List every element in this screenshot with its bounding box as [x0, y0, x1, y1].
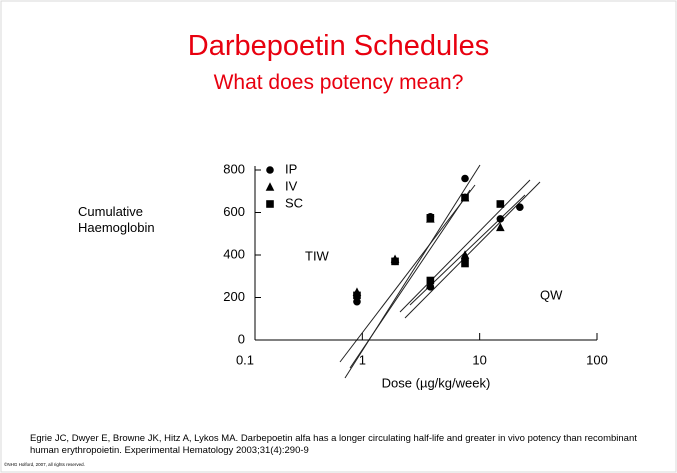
citation: Egrie JC, Dwyer E, Browne JK, Hitz A, Ly…	[30, 433, 637, 456]
legend-label: IV	[285, 178, 298, 193]
fit-lines	[339, 164, 541, 379]
y-tick-label: 800	[223, 161, 245, 176]
annotation: TIW	[305, 248, 330, 263]
point	[516, 203, 524, 211]
point	[461, 259, 469, 268]
point	[426, 214, 435, 222]
y-axis-label: Cumulative Haemoglobin	[78, 204, 155, 235]
y-tick-label: 200	[223, 289, 245, 304]
point	[496, 215, 505, 223]
y-tick-label: 0	[238, 331, 245, 346]
point	[461, 193, 469, 202]
point	[426, 276, 435, 285]
point	[496, 200, 505, 208]
legend-label: SC	[285, 195, 303, 210]
y-tick-label: 600	[223, 204, 245, 219]
fit-line	[349, 189, 471, 369]
point	[353, 297, 361, 306]
point	[460, 250, 470, 259]
x-tick-label: 1	[359, 352, 366, 367]
x-axis-label: Dose (µg/kg/week)	[382, 375, 491, 390]
copyright: ©NHG Holford, 2007, all rights reserved.	[4, 462, 85, 467]
point	[496, 222, 505, 232]
fit-line	[339, 184, 476, 363]
slide-title: Darbepoetin Schedules	[187, 30, 490, 62]
legend-label: IP	[285, 161, 297, 176]
point	[461, 174, 469, 183]
x-tick-label: 10	[472, 352, 486, 367]
point	[353, 291, 361, 300]
legend-marker	[266, 166, 274, 174]
x-tick-label: 100	[586, 352, 608, 367]
slide-subtitle: What does potency mean?	[213, 71, 464, 94]
annotation: QW	[540, 287, 563, 302]
point	[391, 257, 399, 266]
legend-marker	[265, 182, 275, 191]
legend-marker	[266, 200, 274, 208]
x-tick-label: 0.1	[236, 352, 254, 367]
y-tick-label: 400	[223, 246, 245, 261]
fit-line	[399, 179, 531, 313]
